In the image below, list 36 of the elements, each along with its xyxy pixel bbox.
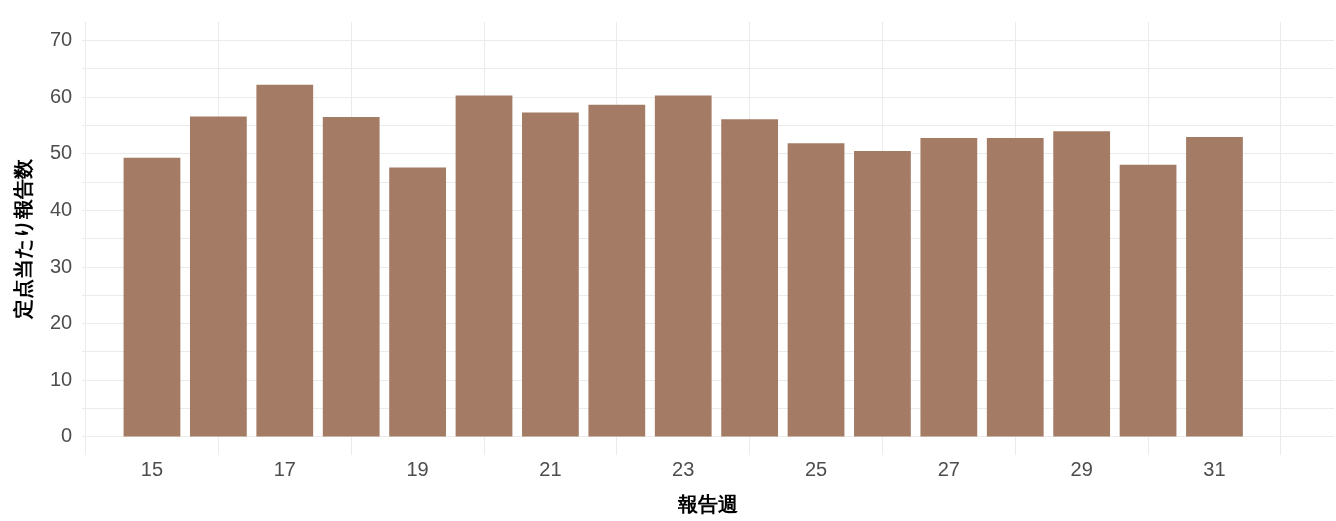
y-tick-label: 70: [50, 28, 73, 51]
bar: [721, 119, 779, 437]
bar: [1186, 136, 1243, 437]
y-tick-label: 20: [50, 311, 73, 334]
bar: [322, 117, 380, 437]
bar: [522, 112, 579, 437]
y-tick-label: 10: [50, 367, 73, 390]
y-tick-label: 30: [50, 254, 73, 277]
x-tick-label: 29: [1070, 457, 1093, 480]
bar: [189, 116, 247, 437]
bar: [854, 151, 911, 437]
bar: [1053, 131, 1111, 437]
bar: [256, 84, 314, 437]
bar: [787, 143, 845, 437]
x-tick-label: 23: [672, 457, 695, 480]
y-tick-label: 50: [50, 141, 73, 164]
bar: [588, 104, 646, 437]
x-tick-label: 15: [140, 457, 164, 480]
x-tick-label: 19: [406, 457, 429, 480]
bar: [1119, 164, 1177, 437]
bar: [389, 167, 446, 437]
x-tick-label: 17: [273, 457, 296, 480]
bar: [455, 95, 513, 437]
x-tick-label: 31: [1203, 457, 1226, 480]
y-tick-label: 40: [50, 198, 73, 220]
y-tick-label: 0: [61, 424, 73, 447]
x-tick-label: 21: [539, 457, 562, 480]
x-tick-label: 27: [937, 457, 960, 480]
y-axis-title: 定点当たり報告数: [11, 157, 34, 320]
bar: [986, 138, 1044, 437]
bar: [123, 157, 181, 437]
bar: [920, 138, 978, 437]
y-tick-label: 60: [50, 84, 73, 107]
x-axis-title: 報告週: [677, 492, 739, 515]
bar: [654, 95, 712, 437]
x-tick-label: 25: [804, 457, 828, 480]
